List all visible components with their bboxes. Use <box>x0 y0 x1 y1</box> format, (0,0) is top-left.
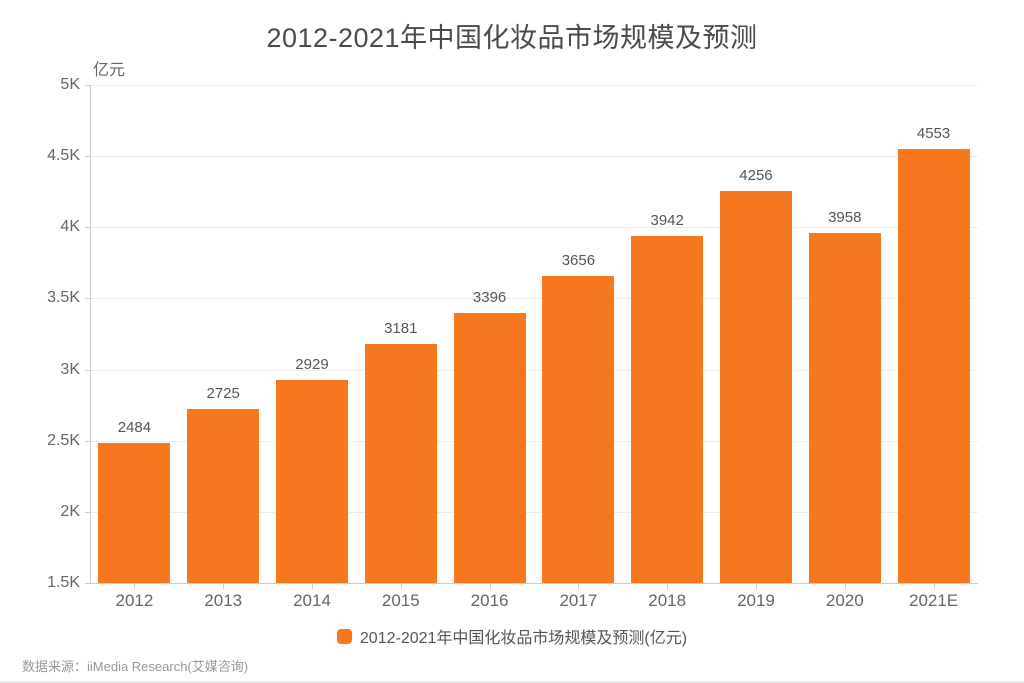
x-axis-tick <box>400 584 402 589</box>
x-axis-tick-label: 2012 <box>115 591 154 610</box>
gridline <box>90 85 978 86</box>
y-axis-line <box>90 85 91 583</box>
y-axis-tick <box>85 511 90 513</box>
gridline <box>90 440 978 442</box>
bar-cell-2013: 2725 <box>179 85 268 583</box>
x-axis-tick <box>755 584 757 589</box>
x-axis-tick-label: 2021E <box>908 591 959 610</box>
bar-cell-2019: 4256 <box>712 85 801 583</box>
y-axis-tick <box>85 583 90 584</box>
gridline <box>90 511 978 513</box>
y-axis-tick-label: 3.5K <box>47 289 80 307</box>
legend-marker-icon <box>336 628 352 644</box>
bar-value-label: 3396 <box>472 289 507 307</box>
source-note: 数据来源：iiMedia Research(艾媒咨询) <box>22 659 249 674</box>
bar <box>542 276 615 583</box>
y-axis-tick-label: 4.5K <box>47 147 80 165</box>
x-axis-line <box>90 583 978 584</box>
x-axis-cell: 2014 <box>268 584 357 611</box>
y-axis-tick <box>85 85 90 86</box>
x-axis-tick <box>311 584 313 589</box>
bars-group: 2484 2725 2929 3181 3396 3656 3942 4256 3958 4553 <box>90 85 978 583</box>
gridline <box>90 298 978 300</box>
bar-cell-2020: 3958 <box>800 85 889 583</box>
bar-value-label: 3181 <box>384 319 418 337</box>
chart-title: 2012-2021年中国化妆品市场规模及预测 <box>266 23 758 53</box>
bar-value-label: 2484 <box>117 419 152 436</box>
bar-cell-2012: 2484 <box>90 85 179 583</box>
x-axis-tick-label: 2014 <box>293 591 331 610</box>
x-axis-tick <box>578 584 580 589</box>
bar-cell-2016: 3396 <box>445 85 534 583</box>
x-axis-tick-label: 2013 <box>204 591 243 610</box>
x-axis-tick <box>844 584 846 589</box>
bar-value-label: 4553 <box>916 124 951 142</box>
y-axis-tick-label: 2K <box>60 502 80 520</box>
x-axis-tick <box>667 584 669 589</box>
bar-value-label: 4256 <box>739 166 773 184</box>
y-axis-unit-label: 亿元 <box>93 62 126 79</box>
bar <box>897 148 970 583</box>
x-axis-tick-label: 2015 <box>381 591 420 610</box>
x-axis-tick-label: 2017 <box>559 591 598 610</box>
bar-value-label: 3656 <box>561 252 596 270</box>
bar <box>364 343 437 583</box>
bar-value-label: 3958 <box>828 209 862 227</box>
bar-cell-2021E: 4553 <box>889 85 978 583</box>
bar-cell-2017: 3656 <box>534 85 623 583</box>
x-axis-tick <box>223 584 225 589</box>
y-axis-tick-label: 1.5K <box>47 574 80 591</box>
bar <box>719 190 792 583</box>
bar <box>98 443 171 583</box>
y-axis-tick-label: 3K <box>60 360 80 378</box>
y-axis-tick <box>85 298 90 300</box>
legend-label: 2012-2021年中国化妆品市场规模及预测(亿元) <box>359 630 688 647</box>
x-axis-cell: 2013 <box>179 584 268 611</box>
x-axis-cell: 2017 <box>534 584 623 611</box>
bar-cell-2014: 2929 <box>268 85 357 583</box>
x-axis-tick-label: 2016 <box>470 591 509 610</box>
x-axis-cell: 2016 <box>445 584 534 611</box>
bar-value-label: 2929 <box>295 355 329 373</box>
gridline <box>90 369 978 371</box>
y-axis-tick <box>85 440 90 442</box>
x-axis-tick <box>933 584 935 589</box>
x-axis-cell: 2021E <box>889 584 978 611</box>
bar-value-label: 3942 <box>650 211 684 229</box>
bar-cell-2018: 3942 <box>623 85 712 583</box>
x-axis-tick-label: 2019 <box>737 591 775 610</box>
bar <box>187 408 260 583</box>
x-axis-cell: 2020 <box>800 584 889 611</box>
bar-value-label: 2725 <box>206 384 240 402</box>
bar <box>275 379 348 583</box>
y-axis-tick-label: 5K <box>60 76 80 93</box>
x-axis-cell: 2015 <box>356 584 445 611</box>
x-axis-cell: 2018 <box>623 584 712 611</box>
x-axis-tick <box>489 584 491 589</box>
bar <box>453 313 526 583</box>
gridline <box>90 227 978 229</box>
x-axis-tick <box>134 584 136 589</box>
gridline <box>90 156 978 158</box>
bar <box>631 235 704 583</box>
x-axis-tick-label: 2020 <box>825 591 864 610</box>
bar-cell-2015: 3181 <box>356 85 445 583</box>
y-axis-tick <box>85 227 90 229</box>
x-axis-labels: 2012 2013 2014 2015 2016 2017 2018 2019 2020 2021… <box>90 584 978 611</box>
x-axis-tick-label: 2018 <box>648 591 687 610</box>
y-axis-tick-label: 2.5K <box>47 431 80 449</box>
y-axis-tick <box>85 156 90 158</box>
bar <box>808 233 881 583</box>
plot-area: 2484 2725 2929 3181 3396 3656 3942 4256 3958 4553 <box>85 85 978 584</box>
x-axis-cell: 2012 <box>90 584 179 611</box>
y-axis-tick <box>85 369 90 371</box>
x-axis-cell: 2019 <box>712 584 801 611</box>
y-axis-tick-label: 4K <box>60 218 80 236</box>
legend[interactable]: 2012-2021年中国化妆品市场规模及预测(亿元) <box>0 624 1024 648</box>
